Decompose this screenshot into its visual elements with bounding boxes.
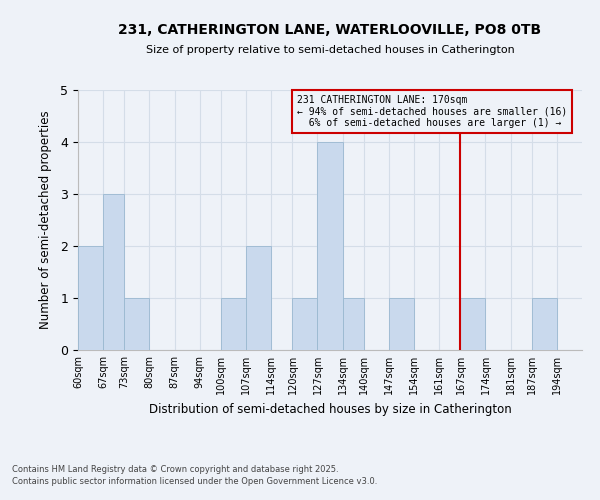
Bar	[343, 298, 364, 350]
Text: Contains public sector information licensed under the Open Government Licence v3: Contains public sector information licen…	[12, 477, 377, 486]
X-axis label: Distribution of semi-detached houses by size in Catherington: Distribution of semi-detached houses by …	[149, 402, 511, 415]
Bar	[389, 298, 414, 350]
Bar	[103, 194, 124, 350]
Text: 231, CATHERINGTON LANE, WATERLOOVILLE, PO8 0TB: 231, CATHERINGTON LANE, WATERLOOVILLE, P…	[118, 22, 542, 36]
Text: Size of property relative to semi-detached houses in Catherington: Size of property relative to semi-detach…	[146, 45, 514, 55]
Bar	[532, 298, 557, 350]
Text: 231 CATHERINGTON LANE: 170sqm
← 94% of semi-detached houses are smaller (16)
  6: 231 CATHERINGTON LANE: 170sqm ← 94% of s…	[297, 95, 568, 128]
Bar	[292, 298, 317, 350]
Bar	[246, 246, 271, 350]
Text: Contains HM Land Registry data © Crown copyright and database right 2025.: Contains HM Land Registry data © Crown c…	[12, 466, 338, 474]
Bar	[221, 298, 246, 350]
Bar	[78, 246, 103, 350]
Bar	[317, 142, 343, 350]
Bar	[460, 298, 485, 350]
Y-axis label: Number of semi-detached properties: Number of semi-detached properties	[39, 110, 52, 330]
Bar	[124, 298, 149, 350]
